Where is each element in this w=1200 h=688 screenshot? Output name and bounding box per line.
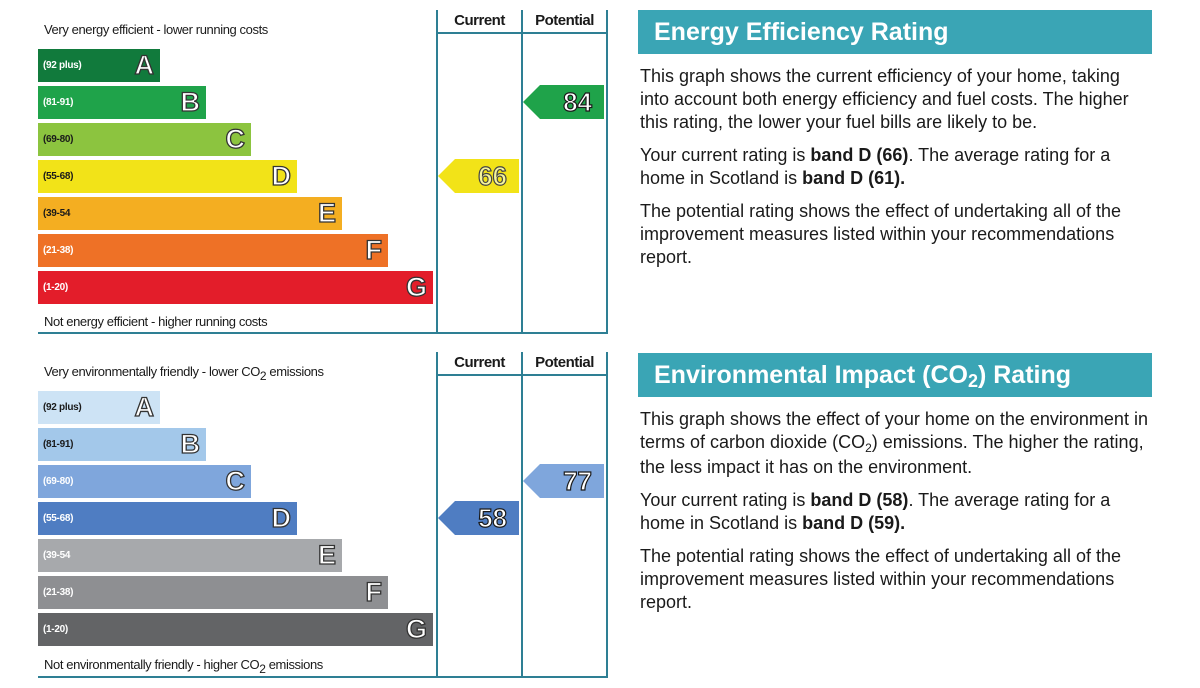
band-letter: C bbox=[225, 123, 246, 154]
rating-band-b: (81-91) B bbox=[38, 428, 206, 461]
rating-band-g: (1-20) G bbox=[38, 271, 433, 304]
rating-band-f: (21-38) F bbox=[38, 234, 388, 267]
rating-band-a: (92 plus) A bbox=[38, 391, 160, 424]
band-range-label: (69-80) bbox=[43, 134, 74, 145]
rating-band-b: (81-91) B bbox=[38, 86, 206, 119]
rating-band-d: (55-68) D bbox=[38, 160, 297, 193]
current-rating-value: 66 bbox=[477, 160, 507, 191]
rating-band-c: (69-80) C bbox=[38, 123, 251, 156]
band-range-label: (39-54 bbox=[43, 550, 71, 561]
environmental-current-rating-text: Your current rating is band D (58). The … bbox=[640, 490, 1111, 533]
band-letter: E bbox=[317, 539, 336, 570]
band-letter: F bbox=[365, 576, 383, 607]
band-range-label: (92 plus) bbox=[43, 402, 82, 413]
band-range-label: (39-54 bbox=[43, 208, 71, 219]
energy-potential-text: The potential rating shows the effect of… bbox=[640, 201, 1121, 267]
band-range-label: (55-68) bbox=[43, 513, 74, 524]
band-range-label: (55-68) bbox=[43, 171, 74, 182]
environmental-info-panel: Environmental Impact (CO2) Rating This g… bbox=[638, 353, 1152, 614]
current-rating-pointer: 58 bbox=[438, 501, 519, 535]
band-range-label: (1-20) bbox=[43, 282, 68, 293]
rating-band-g: (1-20) G bbox=[38, 613, 433, 646]
energy-current-rating-text: Your current rating is band D (66). The … bbox=[640, 145, 1111, 188]
rating-band-e: (39-54 E bbox=[38, 539, 342, 572]
band-letter: G bbox=[405, 271, 427, 302]
rating-band-a: (92 plus) A bbox=[38, 49, 160, 82]
band-range-label: (81-91) bbox=[43, 439, 74, 450]
rating-band-c: (69-80) C bbox=[38, 465, 251, 498]
environmental-panel-title: Environmental Impact (CO2) Rating bbox=[638, 353, 1152, 397]
environmental-rating-chart: Current Potential Very environmentally f… bbox=[38, 352, 608, 678]
potential-rating-pointer: 77 bbox=[523, 464, 604, 498]
current-column-header: Current bbox=[454, 354, 505, 371]
band-letter: D bbox=[271, 160, 292, 191]
chart-top-label: Very energy efficient - lower running co… bbox=[44, 22, 268, 37]
energy-panel-title: Energy Efficiency Rating bbox=[638, 10, 1152, 54]
band-letter: A bbox=[134, 49, 155, 80]
environmental-potential-text: The potential rating shows the effect of… bbox=[640, 546, 1121, 612]
potential-rating-value: 84 bbox=[562, 86, 592, 117]
band-range-label: (92 plus) bbox=[43, 60, 82, 71]
band-letter: D bbox=[271, 502, 292, 533]
band-letter: C bbox=[225, 465, 246, 496]
current-rating-pointer: 66 bbox=[438, 159, 519, 193]
chart-bottom-label: Not energy efficient - higher running co… bbox=[44, 314, 268, 329]
rating-band-f: (21-38) F bbox=[38, 576, 388, 609]
band-letter: A bbox=[134, 391, 155, 422]
potential-column-header: Potential bbox=[535, 354, 594, 371]
current-column-header: Current bbox=[454, 12, 505, 29]
chart-bottom-label: Not environmentally friendly - higher CO… bbox=[44, 657, 323, 676]
band-letter: G bbox=[405, 613, 427, 644]
rating-band-e: (39-54 E bbox=[38, 197, 342, 230]
energy-rating-chart: Current Potential Very energy efficient … bbox=[38, 10, 608, 334]
band-range-label: (21-38) bbox=[43, 245, 74, 256]
energy-description: This graph shows the current efficiency … bbox=[640, 66, 1129, 132]
band-range-label: (21-38) bbox=[43, 587, 74, 598]
potential-rating-value: 77 bbox=[562, 465, 592, 496]
band-range-label: (1-20) bbox=[43, 624, 68, 635]
band-letter: F bbox=[365, 234, 383, 265]
potential-rating-pointer: 84 bbox=[523, 85, 604, 119]
energy-info-panel: Energy Efficiency Rating This graph show… bbox=[638, 10, 1152, 269]
chart-top-label: Very environmentally friendly - lower CO… bbox=[44, 364, 324, 383]
band-range-label: (69-80) bbox=[43, 476, 74, 487]
current-rating-value: 58 bbox=[477, 502, 507, 533]
band-range-label: (81-91) bbox=[43, 97, 74, 108]
band-letter: B bbox=[180, 86, 201, 117]
band-letter: E bbox=[317, 197, 336, 228]
rating-band-d: (55-68) D bbox=[38, 502, 297, 535]
band-letter: B bbox=[180, 428, 201, 459]
environmental-description: This graph shows the effect of your home… bbox=[640, 409, 1148, 477]
potential-column-header: Potential bbox=[535, 12, 594, 29]
